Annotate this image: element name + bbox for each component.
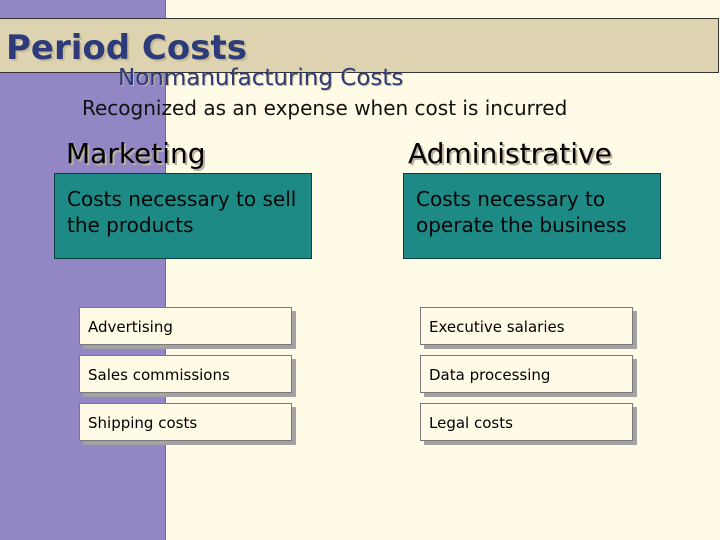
slide-subtitle: Nonmanufacturing Costs — [118, 65, 404, 91]
decorative-sidebar — [0, 0, 166, 540]
marketing-heading: Marketing — [66, 137, 206, 170]
administrative-item-legal-costs: Legal costs — [420, 403, 633, 441]
marketing-description-box: Costs necessary to sell the products — [54, 173, 312, 259]
administrative-item-executive-salaries: Executive salaries — [420, 307, 633, 345]
title-bar — [0, 18, 719, 73]
administrative-heading: Administrative — [408, 137, 612, 170]
administrative-description: Costs necessary to operate the business — [416, 187, 627, 237]
administrative-description-box: Costs necessary to operate the business — [403, 173, 661, 259]
administrative-item-data-processing: Data processing — [420, 355, 633, 393]
marketing-item-sales-commissions: Sales commissions — [79, 355, 292, 393]
definition-text: Recognized as an expense when cost is in… — [82, 96, 568, 120]
marketing-item-shipping-costs: Shipping costs — [79, 403, 292, 441]
marketing-item-advertising: Advertising — [79, 307, 292, 345]
slide-title: Period Costs — [6, 28, 247, 68]
marketing-description: Costs necessary to sell the products — [67, 187, 297, 237]
